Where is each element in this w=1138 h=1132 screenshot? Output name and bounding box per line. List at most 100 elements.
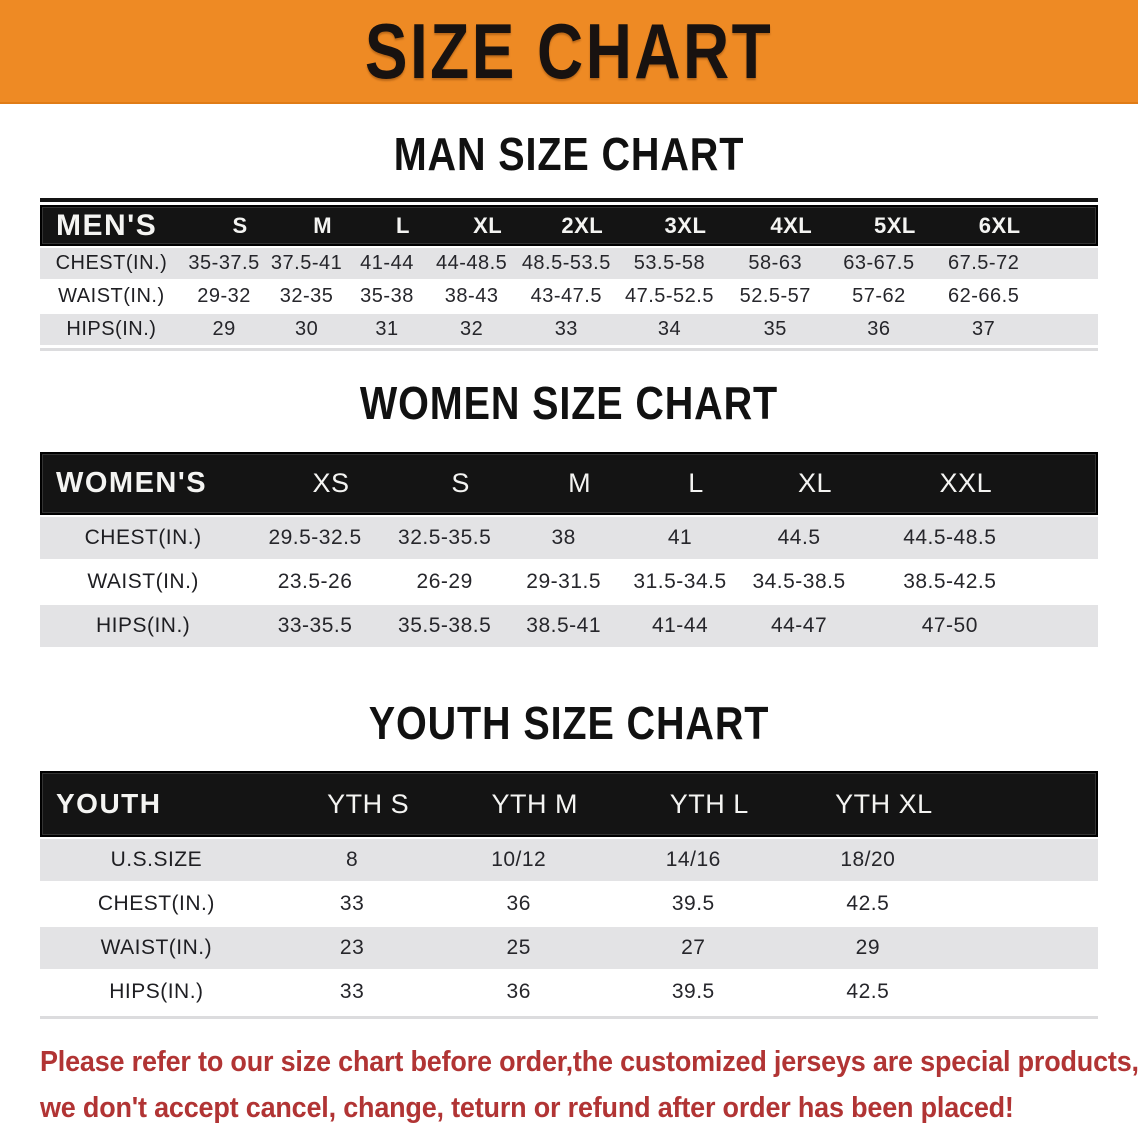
measurement-value: 41-44 (651, 614, 709, 637)
measurement-value: 18/20 (840, 848, 896, 871)
measurement-value: 38 (551, 526, 576, 549)
size-column-header: 4XL (770, 212, 813, 238)
banner: SIZE CHART (0, 0, 1138, 104)
size-column-header: YTH L (669, 788, 749, 819)
measurement-row: HIPS(IN.) 29 30 31 32 33 34 35 36 37 (40, 314, 1098, 345)
measurement-row: WAIST(IN.) 29-32 32-35 35-38 38-43 43-47.5 47.… (40, 281, 1098, 312)
measurement-value: 38.5-42.5 (903, 570, 997, 593)
measurement-value: 33 (339, 980, 365, 1003)
measurement-value: 35-38 (360, 285, 414, 307)
measurement-row: CHEST(IN.) 33 36 39.5 42.5 (40, 883, 1098, 925)
table-group-label: YOUTH (56, 788, 162, 819)
size-column-header: S (451, 468, 470, 498)
table-header-row: YOUTH YTH S YTH M YTH L YTH XL (40, 771, 1098, 837)
measurement-value: 36 (506, 892, 531, 915)
size-column-header: M (568, 468, 592, 498)
disclaimer-line-1: Please refer to our size chart before or… (40, 1046, 1138, 1078)
row-label: HIPS(IN.) (66, 318, 157, 340)
row-label: WAIST(IN.) (87, 570, 199, 593)
measurement-value: 32.5-35.5 (398, 526, 492, 549)
size-column-header: YTH S (327, 788, 410, 819)
size-column-header: M (313, 212, 333, 238)
measurement-value: 57-62 (852, 285, 906, 307)
measurement-value: 43-47.5 (530, 285, 602, 307)
measurement-value: 42.5 (846, 892, 890, 915)
size-column-header: 3XL (664, 212, 707, 238)
measurement-value: 32 (460, 318, 484, 340)
measurement-row: WAIST(IN.) 23.5-26 26-29 29-31.5 31.5-34.5 34… (40, 561, 1098, 603)
size-column-header: YTH XL (835, 788, 933, 819)
measurement-value: 10/12 (491, 848, 547, 871)
measurement-value: 31.5-34.5 (633, 570, 727, 593)
measurement-row: HIPS(IN.) 33 36 39.5 42.5 (40, 971, 1098, 1013)
size-column-header: L (396, 212, 410, 238)
measurement-value: 37.5-41 (270, 252, 343, 274)
measurement-value: 23.5-26 (277, 570, 353, 593)
disclaimer: Please refer to our size chart before or… (40, 1039, 1138, 1131)
table-top-rule (40, 198, 1098, 202)
measurement-value: 33 (554, 318, 578, 340)
measurement-value: 30 (294, 318, 319, 340)
measurement-value: 48.5-53.5 (521, 252, 611, 274)
measurement-value: 39.5 (671, 980, 715, 1003)
measurement-value: 52.5-57 (739, 285, 811, 307)
measurement-value: 29-32 (197, 285, 251, 307)
measurement-value: 36 (506, 980, 531, 1003)
measurement-value: 53.5-58 (633, 252, 706, 274)
row-label: CHEST(IN.) (55, 252, 168, 274)
table-group-label: MEN'S (56, 208, 158, 242)
size-column-header: XXL (939, 468, 993, 498)
measurement-value: 33 (339, 892, 365, 915)
size-column-header: YTH M (491, 788, 578, 819)
measurement-value: 47-50 (921, 614, 978, 637)
size-column-header: XS (312, 468, 350, 498)
measurement-value: 25 (506, 936, 531, 959)
measurement-value: 44.5-48.5 (903, 526, 997, 549)
measurement-row: CHEST(IN.) 29.5-32.5 32.5-35.5 38 41 44.5 44.5… (40, 517, 1098, 559)
measurement-value: 63-67.5 (843, 252, 915, 274)
row-label: WAIST(IN.) (58, 285, 165, 307)
measurement-value: 35.5-38.5 (398, 614, 492, 637)
measurement-value: 67.5-72 (947, 252, 1020, 274)
measurement-value: 42.5 (846, 980, 890, 1003)
measurement-value: 34.5-38.5 (752, 570, 846, 593)
measurement-value: 14/16 (665, 848, 721, 871)
disclaimer-line-2: we don't accept cancel, change, teturn o… (40, 1092, 1014, 1124)
measurement-value: 38.5-41 (526, 614, 602, 637)
measurement-value: 29 (855, 936, 881, 959)
row-label: CHEST(IN.) (97, 892, 215, 915)
table-group-label: WOMEN'S (56, 467, 208, 499)
measurement-value: 37 (972, 318, 996, 340)
measurement-value: 26-29 (416, 570, 473, 593)
measurement-value: 62-66.5 (947, 285, 1020, 307)
measurement-value: 41 (667, 526, 693, 549)
table-header-row: MEN'S S M L XL 2XL 3XL 4XL 5XL 6XL (40, 205, 1098, 246)
men-size-table: MEN'S S M L XL 2XL 3XL 4XL 5XL 6XL CHEST(IN.) 35-37… (40, 198, 1098, 351)
measurement-value: 32-35 (279, 285, 334, 307)
size-column-header: 5XL (874, 212, 916, 238)
measurement-row: HIPS(IN.) 33-35.5 35.5-38.5 38.5-41 41-44 44-… (40, 605, 1098, 647)
measurement-row: U.S.SIZE 8 10/12 14/16 18/20 (40, 839, 1098, 881)
measurement-value: 29.5-32.5 (268, 526, 362, 549)
row-label: WAIST(IN.) (100, 936, 213, 959)
size-column-header: 6XL (978, 212, 1021, 238)
measurement-value: 29-31.5 (526, 570, 602, 593)
measurement-value: 23 (339, 936, 365, 959)
youth-size-table: YOUTH YTH S YTH M YTH L YTH XL U.S.SIZE 8 10/12… (40, 771, 1098, 1019)
table-bottom-rule (40, 1016, 1098, 1019)
measurement-value: 44-48.5 (435, 252, 508, 274)
size-column-header: XL (473, 212, 503, 238)
measurement-value: 41-44 (360, 252, 414, 274)
measurement-value: 44-47 (770, 614, 828, 637)
size-column-header: S (232, 212, 248, 238)
table-bottom-rule (40, 348, 1098, 351)
measurement-value: 34 (657, 318, 682, 340)
measurement-value: 29 (212, 318, 236, 340)
measurement-value: 38-43 (444, 285, 499, 307)
measurement-row: WAIST(IN.) 23 25 27 29 (40, 927, 1098, 969)
measurement-value: 31 (375, 318, 399, 340)
measurement-row: CHEST(IN.) 35-37.5 37.5-41 41-44 44-48.5 48.5… (40, 248, 1098, 279)
row-label: HIPS(IN.) (95, 614, 191, 637)
size-column-header: 2XL (561, 212, 604, 238)
